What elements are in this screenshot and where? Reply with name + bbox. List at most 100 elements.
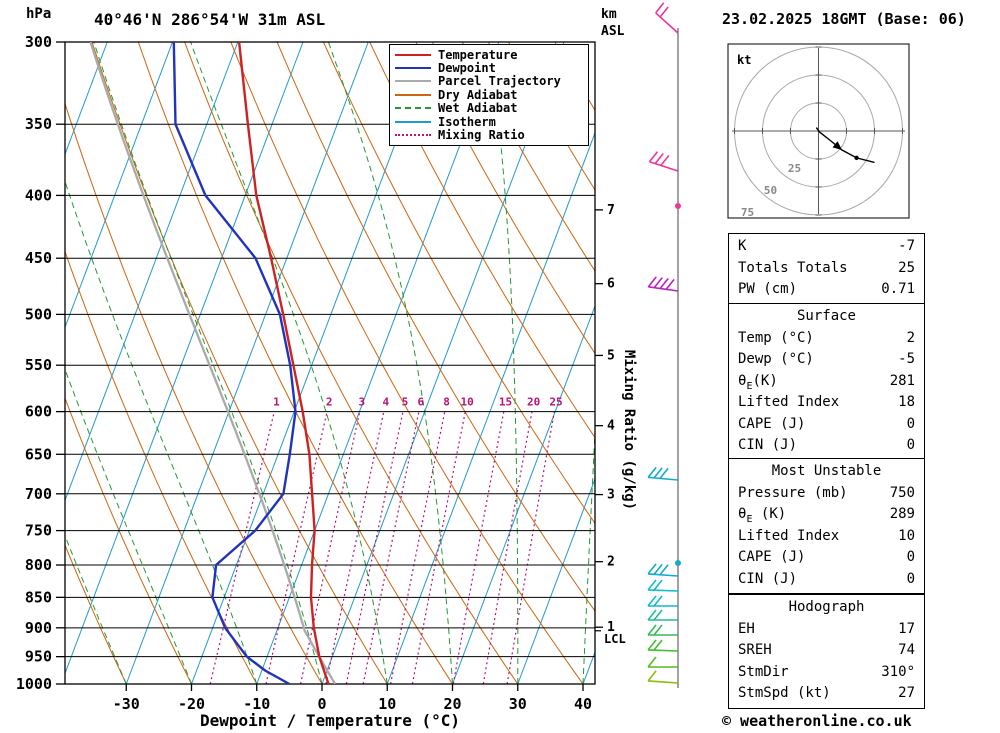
stat-value: 74	[898, 642, 915, 658]
table-row: StmDir 310°	[738, 662, 915, 684]
table-row: Pressure (mb) 750	[738, 483, 915, 505]
table-row: Temp (°C) 2	[738, 328, 915, 350]
svg-text:6: 6	[418, 396, 425, 409]
svg-text:950: 950	[25, 648, 52, 666]
svg-text:40: 40	[574, 695, 592, 713]
stat-value: 0	[906, 570, 915, 587]
temperature-axis-label: Dewpoint / Temperature (°C)	[199, 711, 461, 730]
axes: 3003504004505005506006507007508008509009…	[16, 33, 615, 713]
stat-label: EH	[738, 620, 755, 637]
stat-label: PW (cm)	[738, 281, 798, 297]
stat-label: CIN (J)	[738, 437, 798, 453]
sounding-curves	[89, 42, 337, 684]
table-row: CIN (J) 0	[738, 435, 915, 457]
svg-text:450: 450	[25, 249, 52, 267]
mixing-ratio-line-sample	[395, 134, 431, 137]
legend-label: Parcel Trajectory	[438, 74, 561, 89]
stat-label: Totals Totals	[738, 259, 848, 276]
svg-text:2: 2	[326, 396, 333, 409]
legend-label: Dry Adiabat	[438, 87, 518, 102]
dry-adiabat-line-sample	[395, 93, 431, 96]
table-title: Surface	[796, 308, 856, 324]
temperature-line-sample	[395, 53, 431, 56]
table-row: CIN (J) 0	[738, 569, 915, 591]
svg-text:550: 550	[25, 356, 52, 374]
date-title: 23.02.2025 18GMT (Base: 06)	[722, 10, 966, 28]
stat-label: CAPE (J)	[738, 549, 806, 565]
stat-label: StmDir	[738, 663, 789, 680]
legend-item-temperature: Temperature	[395, 48, 583, 62]
svg-text:5: 5	[402, 396, 409, 409]
svg-text:1: 1	[273, 396, 280, 409]
legend-item-dry-adiabat: Dry Adiabat	[395, 87, 583, 102]
svg-text:7: 7	[607, 203, 615, 218]
km-unit: km	[601, 7, 617, 22]
svg-text:350: 350	[25, 115, 52, 133]
wind-barb-column	[647, 2, 681, 688]
table-row: SREH 74	[738, 640, 915, 662]
temperature-curve	[237, 42, 330, 684]
svg-text:300: 300	[25, 33, 52, 51]
svg-text:650: 650	[25, 445, 52, 463]
svg-text:2: 2	[607, 555, 615, 570]
svg-text:75: 75	[741, 206, 754, 219]
stat-label: Dewp (°C)	[738, 351, 814, 367]
stat-value: -7	[898, 238, 915, 254]
stat-label: θE (K)	[738, 506, 787, 525]
legend-label: Dewpoint	[438, 61, 496, 76]
legend-label: Wet Adiabat	[438, 101, 518, 116]
svg-text:800: 800	[25, 556, 52, 574]
stat-label: Lifted Index	[738, 394, 840, 410]
svg-text:20: 20	[527, 396, 540, 409]
svg-text:25: 25	[788, 162, 801, 175]
table-row: K -7	[738, 236, 915, 258]
hodograph: 25 50 75 kt	[727, 43, 910, 219]
stat-value: 2	[906, 329, 915, 346]
stat-label: Temp (°C)	[738, 329, 814, 346]
stat-value: -5	[898, 351, 915, 367]
table-row: StmSpd (kt) 27	[738, 683, 915, 705]
legend-item-dewpoint: Dewpoint	[395, 61, 583, 76]
stat-value: 0.71	[881, 281, 915, 297]
isotherm-lines	[65, 42, 595, 684]
table-row: Totals Totals 25	[738, 258, 915, 280]
svg-text:400: 400	[25, 186, 52, 204]
stat-value: 18	[898, 394, 915, 410]
stat-value: 10	[898, 527, 915, 544]
isotherm-line-sample	[395, 120, 431, 123]
table-row: Dewp (°C) -5	[738, 349, 915, 371]
svg-text:30: 30	[509, 695, 527, 713]
table-title: Most Unstable	[771, 463, 882, 479]
table-row: Lifted Index 18	[738, 392, 915, 414]
svg-text:3: 3	[607, 488, 615, 503]
legend-item-isotherm: Isotherm	[395, 115, 583, 129]
svg-text:25: 25	[549, 396, 562, 409]
legend-item-parcel: Parcel Trajectory	[395, 74, 583, 89]
svg-text:10: 10	[460, 396, 473, 409]
stat-value: 750	[889, 484, 915, 501]
stat-value: 310°	[881, 663, 915, 680]
legend-label: Mixing Ratio	[438, 128, 525, 143]
plot-frame	[64, 41, 596, 685]
wet-adiabat-line-sample	[395, 107, 431, 110]
stat-label: CAPE (J)	[738, 415, 806, 432]
svg-text:850: 850	[25, 588, 52, 606]
svg-text:6: 6	[607, 277, 615, 292]
copyright-link[interactable]: © weatheronline.co.uk	[722, 712, 912, 730]
svg-text:10: 10	[378, 695, 396, 713]
chart-legend: Temperature Dewpoint Parcel Trajectory D…	[389, 44, 589, 146]
svg-text:600: 600	[25, 403, 52, 421]
stat-value: 27	[898, 685, 915, 701]
svg-text:1: 1	[607, 620, 615, 635]
legend-item-mixing-ratio: Mixing Ratio	[395, 128, 583, 143]
stat-value: 0	[906, 549, 915, 565]
svg-text:4: 4	[607, 419, 615, 434]
asl-unit: ASL	[601, 24, 625, 39]
km-axis-unit-label: km ASL	[601, 6, 624, 40]
dewpoint-line-sample	[395, 67, 431, 70]
stat-value: 0	[906, 415, 915, 432]
svg-text:50: 50	[764, 184, 777, 197]
svg-text:750: 750	[25, 522, 52, 540]
